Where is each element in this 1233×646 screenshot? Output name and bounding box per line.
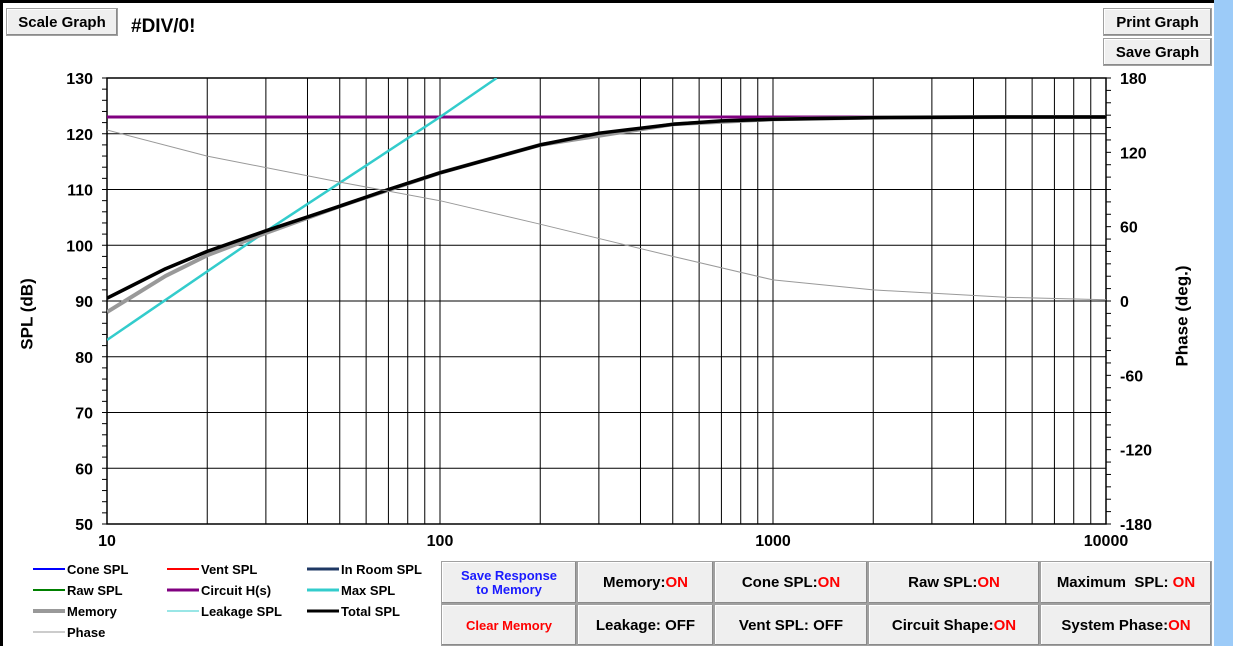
save-response-button[interactable]: Save Response to Memory: [441, 561, 577, 604]
memory-state: ON: [665, 574, 689, 591]
y-tick-label: 70: [75, 406, 93, 423]
cone-spl-state: ON: [817, 574, 841, 591]
save-response-line2: to Memory: [476, 581, 542, 597]
legend-label: Raw SPL: [67, 583, 123, 598]
y-right-tick-label: -180: [1120, 517, 1152, 534]
leakage-label: Leakage: OFF: [595, 616, 696, 634]
maximum-spl-label: Maximum SPL:: [1056, 574, 1173, 591]
x-tick-label: 1000: [755, 533, 791, 550]
system-phase-state: ON: [1168, 616, 1191, 634]
raw-spl-label: Raw SPL:: [908, 574, 978, 591]
legend-label: Memory: [67, 604, 118, 619]
y-right-tick-label: 60: [1120, 220, 1138, 237]
memory-toggle[interactable]: Memory: ON: [577, 561, 714, 604]
raw-spl-state: ON: [977, 574, 1000, 591]
vent-spl-toggle[interactable]: Vent SPL: OFF: [714, 604, 868, 646]
circuit-shape-toggle[interactable]: Circuit Shape: ON: [868, 604, 1040, 646]
window-edge: [1214, 0, 1233, 646]
scale-graph-button[interactable]: Scale Graph: [6, 8, 118, 36]
x-tick-label: 100: [427, 533, 454, 550]
memory-label: Memory:: [602, 574, 666, 591]
maximum-spl-toggle[interactable]: Maximum SPL: ON: [1040, 561, 1212, 604]
legend-label: Vent SPL: [201, 562, 257, 577]
circuit-shape-state: ON: [993, 616, 1017, 634]
raw-spl-toggle[interactable]: Raw SPL: ON: [868, 561, 1040, 604]
print-graph-button[interactable]: Print Graph: [1103, 8, 1212, 36]
y-tick-label: 90: [75, 294, 93, 311]
y-tick-label: 110: [67, 183, 93, 200]
y-tick-label: 130: [66, 71, 93, 88]
legend-label: In Room SPL: [341, 562, 422, 577]
graph-panel: [3, 3, 1214, 646]
y-tick-label: 120: [66, 127, 93, 144]
legend-label: Total SPL: [341, 604, 400, 619]
x-tick-label: 10000: [1084, 533, 1129, 550]
y-tick-label: 50: [75, 517, 93, 534]
series-line-phase: [107, 129, 1106, 301]
y-right-tick-label: 120: [1120, 145, 1147, 162]
clear-memory-button[interactable]: Clear Memory: [441, 604, 577, 646]
save-response-line1: Save Response: [460, 567, 558, 583]
y-tick-label: 80: [75, 350, 93, 367]
legend-label: Phase: [67, 625, 105, 640]
leakage-toggle[interactable]: Leakage: OFF: [577, 604, 714, 646]
legend-label: Circuit H(s): [201, 583, 271, 598]
y-tick-label: 60: [75, 461, 93, 478]
series-line-total-spl: [107, 115, 1106, 300]
legend-label: Cone SPL: [67, 562, 128, 577]
series-line-max-spl: [107, 78, 498, 342]
y-right-tick-label: 180: [1120, 71, 1147, 88]
vent-spl-label: Vent SPL: OFF: [738, 616, 844, 634]
series-line-memory: [107, 115, 1106, 314]
circuit-shape-label: Circuit Shape:: [891, 616, 994, 634]
cone-spl-label: Cone SPL:: [741, 574, 818, 591]
legend-label: Max SPL: [341, 583, 395, 598]
error-text: #DIV/0!: [131, 16, 196, 37]
save-graph-button[interactable]: Save Graph: [1103, 38, 1212, 66]
y-right-tick-label: 0: [1120, 294, 1129, 311]
system-phase-label: System Phase:: [1061, 616, 1169, 634]
system-phase-toggle[interactable]: System Phase: ON: [1040, 604, 1212, 646]
clear-memory-label: Clear Memory: [466, 617, 552, 633]
cone-spl-toggle[interactable]: Cone SPL: ON: [714, 561, 868, 604]
y-tick-label: 100: [66, 238, 93, 255]
x-tick-label: 10: [98, 533, 116, 550]
legend-label: Leakage SPL: [201, 604, 282, 619]
y-right-tick-label: -120: [1120, 443, 1152, 460]
maximum-spl-state: ON: [1172, 574, 1196, 591]
y-right-tick-label: -60: [1120, 368, 1143, 385]
